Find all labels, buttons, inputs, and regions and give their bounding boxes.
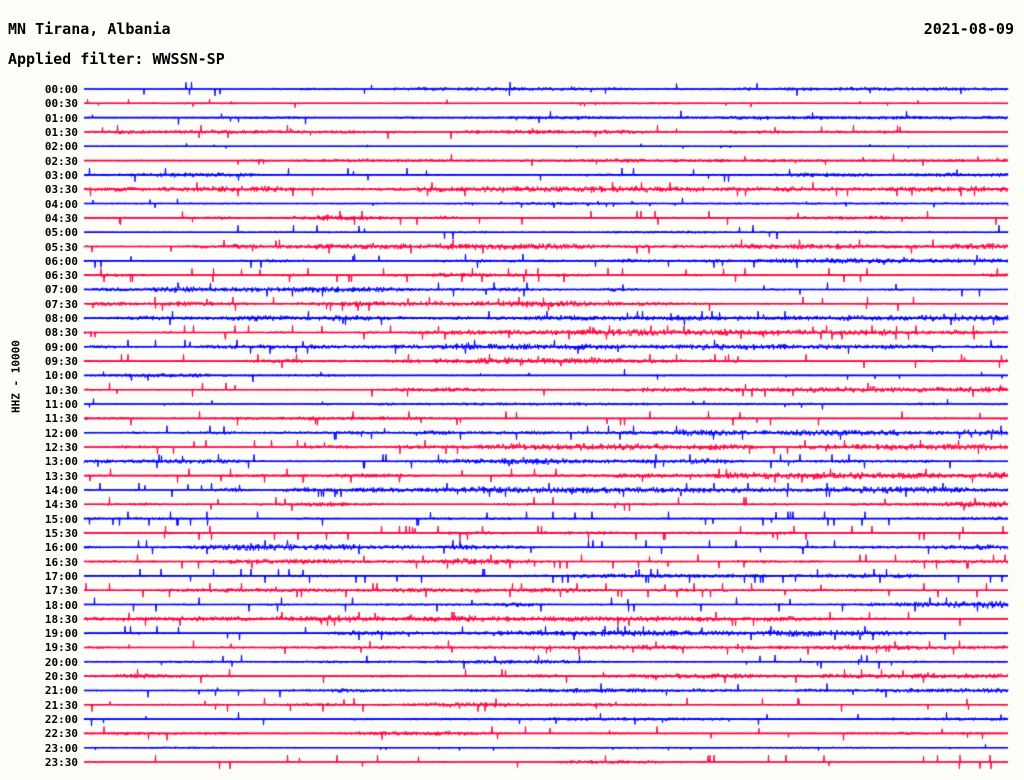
- time-tick-label: 02:30: [44, 154, 78, 168]
- time-tick-label: 02:00: [44, 140, 78, 154]
- time-tick-label: 13:30: [44, 469, 78, 483]
- time-tick-label: 22:00: [44, 713, 78, 727]
- time-tick-label: 08:30: [44, 326, 78, 340]
- page-title: MN Tirana, Albania: [8, 20, 171, 38]
- time-tick-label: 15:30: [44, 526, 78, 540]
- time-tick-label: 09:30: [44, 355, 78, 369]
- time-tick-label: 23:00: [44, 741, 78, 755]
- time-tick-label: 21:30: [44, 698, 78, 712]
- time-tick-label: 19:00: [44, 627, 78, 641]
- seismogram-plot: 00:00 00:30 01:00 01:30 02:00 02:30 03:00 03:30…: [0, 78, 1024, 778]
- time-tick-label: 09:00: [44, 340, 78, 354]
- time-tick-label: 11:30: [44, 412, 78, 426]
- time-tick-label: 20:30: [44, 670, 78, 684]
- time-tick-label: 03:00: [44, 168, 78, 182]
- time-tick-label: 00:30: [44, 97, 78, 111]
- time-tick-label: 16:00: [44, 541, 78, 555]
- time-tick-label: 05:00: [44, 226, 78, 240]
- filter-label: Applied filter: WWSSN-SP: [8, 50, 225, 68]
- time-tick-label: 06:30: [44, 269, 78, 283]
- time-tick-label: 19:30: [44, 641, 78, 655]
- time-tick-label: 12:00: [44, 426, 78, 440]
- time-tick-label: 03:30: [44, 183, 78, 197]
- time-tick-label: 16:30: [44, 555, 78, 569]
- time-tick-label: 04:30: [44, 211, 78, 225]
- time-tick-label: 07:00: [44, 283, 78, 297]
- trace-canvas: [0, 78, 1024, 778]
- time-tick-label: 21:00: [44, 684, 78, 698]
- time-tick-label: 18:00: [44, 598, 78, 612]
- date-label: 2021-08-09: [923, 20, 1014, 38]
- time-tick-label: 15:00: [44, 512, 78, 526]
- time-tick-label: 08:00: [44, 312, 78, 326]
- time-tick-label: 13:00: [44, 455, 78, 469]
- time-tick-label: 01:30: [44, 125, 78, 139]
- time-tick-label: 12:30: [44, 441, 78, 454]
- time-tick-label: 20:00: [44, 655, 78, 669]
- time-tick-label: 10:30: [44, 383, 78, 397]
- time-tick-label: 17:00: [44, 569, 78, 583]
- time-tick-label: 14:30: [44, 498, 78, 512]
- time-tick-label: 18:30: [44, 612, 78, 626]
- time-tick-label: 07:30: [44, 297, 78, 311]
- time-tick-label: 06:00: [44, 254, 78, 268]
- time-tick-label: 17:30: [44, 584, 78, 598]
- time-tick-label: 01:00: [44, 111, 78, 125]
- time-tick-label: 11:00: [44, 398, 78, 412]
- time-tick-label: 04:00: [44, 197, 78, 211]
- time-tick-label: 23:30: [44, 756, 78, 770]
- time-tick-label: 22:30: [44, 727, 78, 741]
- time-tick-label: 00:00: [44, 83, 78, 96]
- time-tick-label: 10:00: [44, 369, 78, 383]
- time-tick-label: 14:00: [44, 483, 78, 497]
- time-tick-label: 05:30: [44, 240, 78, 254]
